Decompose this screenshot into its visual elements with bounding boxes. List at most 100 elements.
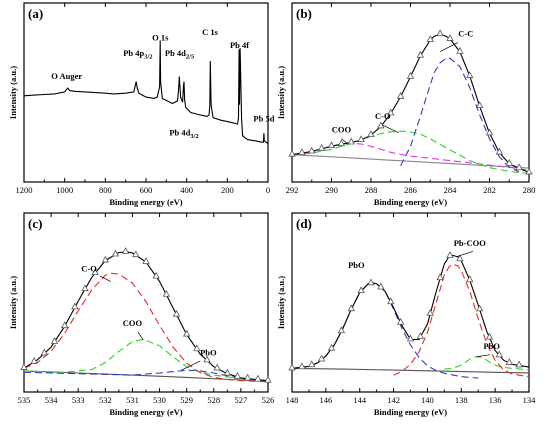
data-marker xyxy=(426,308,434,316)
data-marker xyxy=(456,254,464,262)
data-marker xyxy=(162,289,171,297)
panel-b: 292 290 288 286 284 282 280 Binding energy (eV)… xyxy=(276,2,535,207)
data-markers xyxy=(288,29,533,175)
data-marker xyxy=(233,371,242,379)
data-marker xyxy=(495,147,504,155)
data-marker xyxy=(475,304,484,312)
x-tick-label: 534 xyxy=(45,395,59,405)
data-marker xyxy=(81,284,89,292)
x-tick-label: 532 xyxy=(99,395,112,405)
data-marker xyxy=(182,329,191,337)
panel-label: (c) xyxy=(28,216,42,231)
series-line-2 xyxy=(292,130,529,175)
annotation-leader xyxy=(341,138,348,144)
data-marker xyxy=(515,360,523,368)
data-marker xyxy=(121,247,130,254)
x-tick-label: 530 xyxy=(153,395,166,405)
peak-annotation-text: Pb-COO xyxy=(454,238,487,248)
data-marker xyxy=(172,309,181,317)
y-axis-label: Intensity (a.u.) xyxy=(276,66,286,119)
data-marker xyxy=(475,101,484,109)
data-marker xyxy=(243,373,252,381)
data-marker xyxy=(337,139,346,147)
data-marker xyxy=(485,332,494,340)
plot-frame xyxy=(291,212,530,393)
data-marker xyxy=(416,50,425,58)
peak-annotation-text: Pb 5d xyxy=(253,114,274,124)
peak-annotation: Pb 5d xyxy=(253,114,274,124)
x-tick-label: 600 xyxy=(140,185,153,195)
x-axis-label: Binding energy (eV) xyxy=(374,197,447,207)
x-tick-label: 200 xyxy=(221,185,234,195)
peak-annotation-text: C-O xyxy=(81,264,97,274)
peak-annotation-text: PbO xyxy=(348,260,365,270)
peak-annotation: Pb 4d2/5 xyxy=(165,48,195,61)
data-marker xyxy=(357,135,365,143)
panel-a: 1200 1000 800 600 400 200 0 Binding energy (eV)… xyxy=(8,2,275,207)
annotation-leader xyxy=(439,42,459,52)
data-marker xyxy=(327,343,336,351)
data-marker xyxy=(152,271,160,279)
peak-annotation-text: COO xyxy=(332,125,352,135)
peak-annotation-text: Pb 4f xyxy=(230,40,249,50)
peak-annotation-text: PbO xyxy=(200,348,217,358)
data-marker xyxy=(40,348,49,356)
x-ticks: 292 290 288 286 284 282 280 xyxy=(286,3,535,195)
data-marker xyxy=(436,273,444,281)
data-marker xyxy=(525,167,533,175)
data-marker xyxy=(387,108,395,116)
peak-annotation: C-O xyxy=(81,264,97,274)
peak-annotation-text: O Auger xyxy=(51,71,82,81)
data-marker xyxy=(387,297,395,305)
y-axis-label: Intensity (a.u.) xyxy=(276,276,286,329)
y-axis-label: Intensity (a.u.) xyxy=(8,276,18,329)
data-marker xyxy=(60,321,69,329)
x-axis-label: Binding energy (eV) xyxy=(374,407,447,417)
panel-d: 148 146 144 142 140 138 136 134 Binding energy (… xyxy=(276,212,536,417)
data-marker xyxy=(20,363,28,370)
peak-annotation: PbO xyxy=(200,348,217,358)
series-line-2 xyxy=(393,263,529,378)
peak-annotation-text: COO xyxy=(123,318,143,328)
data-marker xyxy=(406,71,415,79)
data-marker xyxy=(396,91,405,99)
data-marker xyxy=(466,71,474,78)
x-tick-label: 282 xyxy=(483,185,496,195)
annotation-leader xyxy=(456,250,474,258)
data-marker xyxy=(71,302,79,310)
data-marker xyxy=(367,130,375,138)
panel-label: (b) xyxy=(296,6,312,21)
x-tick-label: 400 xyxy=(180,185,193,195)
data-marker xyxy=(317,143,326,151)
x-tick-label: 528 xyxy=(207,395,220,405)
data-marker xyxy=(377,121,385,129)
x-tick-label: 800 xyxy=(99,185,112,195)
data-marker xyxy=(436,29,444,37)
data-marker xyxy=(317,354,326,362)
x-tick-label: 148 xyxy=(286,395,299,405)
peak-annotation: C 1s xyxy=(202,27,219,37)
x-ticks: 535 534 533 532 531 530 529 528 527 526 xyxy=(18,213,274,405)
data-marker xyxy=(505,358,513,365)
peak-annotation-text: Pb 4d xyxy=(165,48,186,58)
peak-annotation-text: Pb 4p xyxy=(123,48,144,58)
x-tick-label: 531 xyxy=(126,395,139,405)
series-line-3 xyxy=(24,369,268,382)
x-axis-label: Binding energy (eV) xyxy=(109,407,182,417)
data-marker xyxy=(91,268,99,276)
series-line-4 xyxy=(292,367,529,374)
peak-annotation-subscript: 3/2 xyxy=(190,133,198,140)
series-line-1 xyxy=(400,57,520,173)
data-marker xyxy=(485,128,494,136)
data-marker xyxy=(50,337,59,344)
x-tick-label: 136 xyxy=(489,395,502,405)
data-marker xyxy=(337,326,346,334)
x-tick-label: 284 xyxy=(444,185,458,195)
data-marker xyxy=(254,374,262,382)
peak-annotation: Pb-COO xyxy=(454,238,487,248)
data-marker xyxy=(288,363,296,371)
data-marker xyxy=(446,251,454,258)
x-tick-label: 529 xyxy=(180,395,193,405)
series-line-0 xyxy=(292,254,529,369)
panel-label: (d) xyxy=(296,216,312,231)
